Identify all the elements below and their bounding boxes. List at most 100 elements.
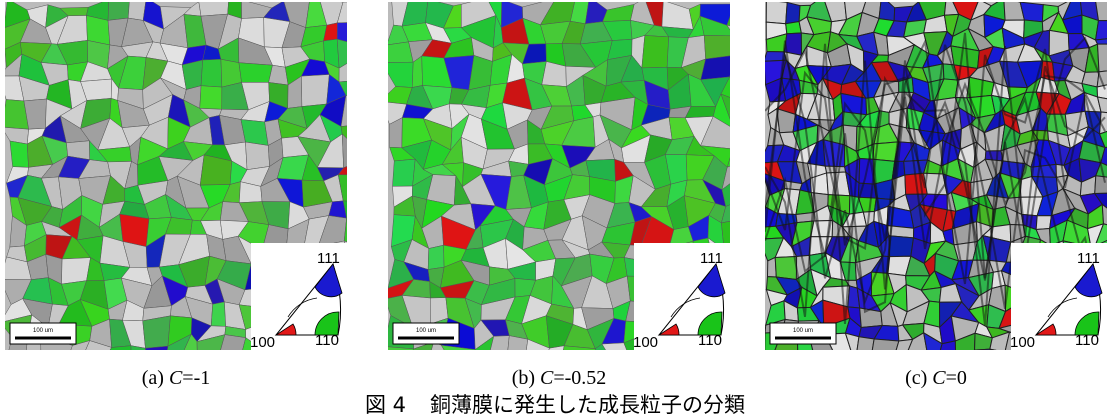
grain (365, 104, 386, 124)
grain (363, 54, 389, 84)
grain (889, 236, 914, 257)
legend-label-110: 110 (1075, 332, 1099, 349)
grain (338, 175, 371, 203)
grain (382, 62, 413, 87)
grain (5, 357, 29, 388)
grain (727, 25, 750, 36)
grain (237, 359, 258, 383)
caption-value: =-0.52 (553, 367, 606, 389)
figure-title: 銅薄膜に発生した成長粒子の分類 (430, 393, 745, 417)
grain (364, 19, 390, 50)
scale-bar-label: 100 um (793, 328, 813, 334)
grain (872, 339, 899, 357)
legend-label-100: 100 (633, 334, 658, 351)
grain (86, 15, 109, 44)
grain (61, 258, 90, 284)
grain (701, 55, 736, 80)
grain (367, 155, 385, 189)
grain (143, 316, 171, 348)
scale-bar-label: 100 um (416, 328, 436, 334)
caption-value: =0 (946, 367, 967, 389)
grain (102, 357, 131, 389)
grain (860, 308, 883, 327)
grain (344, 241, 369, 270)
grain (786, 2, 800, 23)
grain (357, 318, 388, 338)
grain (766, 0, 787, 24)
grain (145, 346, 167, 369)
grain (487, 362, 506, 386)
caption-variable: C (932, 367, 946, 389)
grain (628, 361, 653, 385)
grain (445, 364, 472, 389)
grain (605, 361, 631, 385)
caption-label: (b) (512, 367, 535, 389)
grain (1020, 2, 1043, 22)
grain (38, 362, 71, 380)
grain (1031, 357, 1058, 376)
grain (990, 349, 1005, 376)
grain (1063, 350, 1091, 375)
grain (362, 239, 392, 259)
grain (341, 95, 372, 126)
grain (369, 257, 387, 287)
grain (200, 86, 222, 110)
grain (67, 358, 87, 385)
grain (239, 63, 273, 83)
grain (814, 351, 833, 371)
grain (392, 159, 415, 186)
grain (306, 365, 328, 382)
grain (775, 351, 802, 373)
legend-label-100: 100 (1010, 334, 1035, 351)
legend-label-100: 100 (250, 334, 275, 351)
grain (1096, 21, 1111, 40)
grain (364, 80, 388, 106)
legend-label-110: 110 (315, 332, 339, 349)
grain (131, 346, 147, 369)
figure-number: 図 4 (365, 393, 406, 417)
grain (201, 59, 222, 87)
grain (856, 337, 874, 357)
grain (765, 351, 782, 373)
grain (338, 356, 364, 386)
grain (428, 245, 444, 269)
grain (825, 351, 851, 374)
grain (441, 345, 475, 368)
grain (358, 276, 387, 302)
caption-label: (c) (905, 367, 927, 389)
grain (872, 352, 894, 369)
grain (744, 85, 769, 110)
grain (999, 352, 1022, 376)
caption-value: =-1 (182, 367, 210, 389)
grain (1016, 354, 1034, 376)
grain (362, 215, 392, 247)
grain (10, 141, 29, 167)
grain (360, 363, 379, 386)
grain (26, 357, 41, 380)
grain (728, 338, 751, 366)
grain (751, 360, 775, 380)
grain (847, 351, 857, 373)
grain (211, 302, 226, 326)
scale-bar-label: 100 um (33, 328, 53, 334)
grain (1098, 44, 1111, 72)
grain (1097, 69, 1111, 87)
legend-label-111: 111 (317, 250, 340, 267)
grain (218, 358, 238, 375)
grain (384, 346, 414, 360)
grain (727, 0, 750, 28)
grain (1095, 176, 1111, 194)
grain (320, 356, 352, 386)
grain (347, 274, 373, 302)
grain (1080, 349, 1107, 374)
grain (406, 354, 436, 386)
grain (108, 0, 130, 20)
grain (940, 341, 956, 360)
panel-caption: (c)C=0 (905, 367, 967, 389)
grain (337, 1, 372, 22)
grain (660, 355, 694, 383)
grain (734, 36, 753, 64)
grain (975, 349, 994, 371)
